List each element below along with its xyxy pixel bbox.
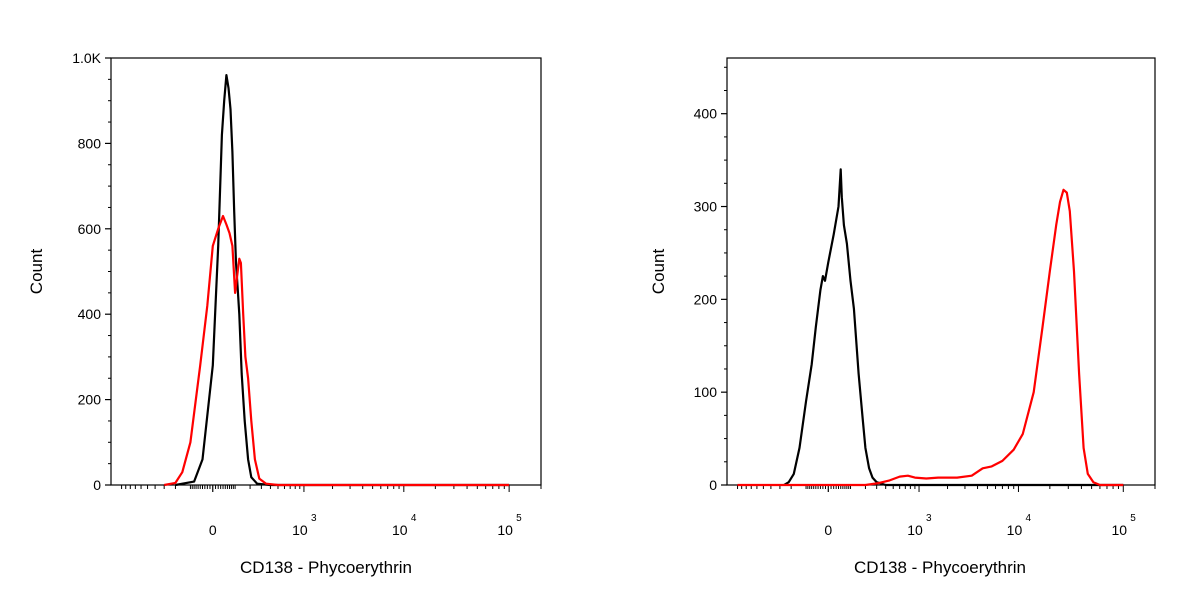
y-axis-title: Count xyxy=(649,249,668,295)
x-tick-exponent: 5 xyxy=(516,513,522,524)
y-tick-label: 800 xyxy=(78,135,102,151)
histogram-series-black xyxy=(783,168,1124,487)
y-tick-label: 600 xyxy=(78,221,102,237)
y-tick-label: 400 xyxy=(78,306,102,322)
x-axis-title: CD138 - Phycoerythrin xyxy=(854,558,1026,577)
plot-frame xyxy=(110,57,542,486)
x-tick-label: 0 xyxy=(824,522,832,538)
x-tick-exponent: 4 xyxy=(1025,513,1031,524)
x-tick-label: 10 xyxy=(392,522,408,538)
plot-frame xyxy=(726,57,1156,486)
x-tick-label: 10 xyxy=(497,522,513,538)
y-tick-label: 200 xyxy=(78,392,102,408)
x-tick-label: 10 xyxy=(1007,522,1023,538)
x-tick-exponent: 3 xyxy=(926,513,932,524)
histogram-series-black xyxy=(175,73,510,487)
y-axis-title: Count xyxy=(27,249,46,295)
y-tick-label: 1.0K xyxy=(72,50,101,66)
x-tick-exponent: 3 xyxy=(311,513,317,524)
y-tick-label: 100 xyxy=(694,384,718,400)
x-tick-label: 10 xyxy=(1111,522,1127,538)
histogram-series-red xyxy=(163,214,510,487)
y-tick-label: 0 xyxy=(93,477,101,493)
x-tick-exponent: 5 xyxy=(1130,513,1136,524)
y-tick-label: 0 xyxy=(709,477,717,493)
x-tick-exponent: 4 xyxy=(411,513,417,524)
y-tick-label: 300 xyxy=(694,199,718,215)
histogram-series-red xyxy=(737,188,1124,487)
x-tick-label: 10 xyxy=(292,522,308,538)
x-axis-title: CD138 - Phycoerythrin xyxy=(240,558,412,577)
y-tick-label: 400 xyxy=(694,106,718,122)
y-tick-label: 200 xyxy=(694,291,718,307)
x-tick-label: 0 xyxy=(209,522,217,538)
x-tick-label: 10 xyxy=(907,522,923,538)
